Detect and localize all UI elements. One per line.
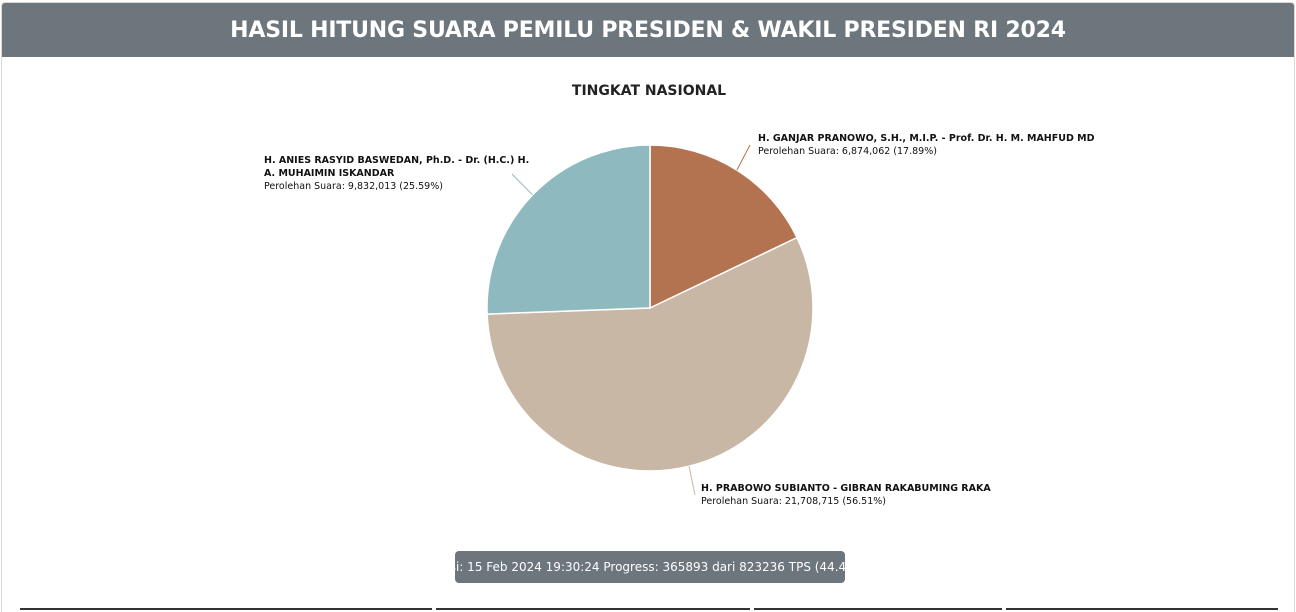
data-label-value: Perolehan Suara: 9,832,013 (25.59%) — [264, 181, 443, 192]
pie-slice[interactable] — [486, 236, 814, 472]
label-connectors — [511, 144, 751, 496]
table-divider — [754, 608, 1002, 610]
data-label-value: Perolehan Suara: 21,708,715 (56.51%) — [701, 496, 886, 507]
pie-slice[interactable] — [486, 144, 651, 315]
data-label: H. GANJAR PRANOWO, S.H., M.I.P. - Prof. … — [758, 133, 1095, 157]
data-label-name: H. ANIES RASYID BASWEDAN, Ph.D. - Dr. (H… — [264, 155, 529, 166]
data-label-value: Perolehan Suara: 6,874,062 (17.89%) — [758, 146, 937, 157]
label-connector — [688, 466, 696, 496]
table-divider — [20, 608, 432, 610]
pie-slices — [486, 144, 814, 472]
data-labels: H. GANJAR PRANOWO, S.H., M.I.P. - Prof. … — [264, 133, 1095, 507]
table-divider — [1006, 608, 1278, 610]
table-divider — [436, 608, 750, 610]
data-label-name: A. MUHAIMIN ISKANDAR — [264, 168, 395, 179]
page-title: HASIL HITUNG SUARA PEMILU PRESIDEN & WAK… — [2, 3, 1294, 57]
version-badge: Versi: 15 Feb 2024 19:30:24 Progress: 36… — [430, 551, 870, 583]
chart-area: TINGKAT NASIONAL H. GANJAR PRANOWO, S.H.… — [2, 57, 1294, 547]
pie-chart: TINGKAT NASIONAL H. GANJAR PRANOWO, S.H.… — [264, 83, 1095, 507]
data-label-name: H. PRABOWO SUBIANTO - GIBRAN RAKABUMING … — [701, 483, 991, 494]
label-connector — [736, 144, 751, 171]
data-label: H. PRABOWO SUBIANTO - GIBRAN RAKABUMING … — [701, 483, 991, 507]
data-label: H. ANIES RASYID BASWEDAN, Ph.D. - Dr. (H… — [264, 155, 529, 192]
chart-title: TINGKAT NASIONAL — [572, 83, 726, 99]
data-label-name: H. GANJAR PRANOWO, S.H., M.I.P. - Prof. … — [758, 133, 1095, 144]
label-connector — [511, 173, 533, 196]
